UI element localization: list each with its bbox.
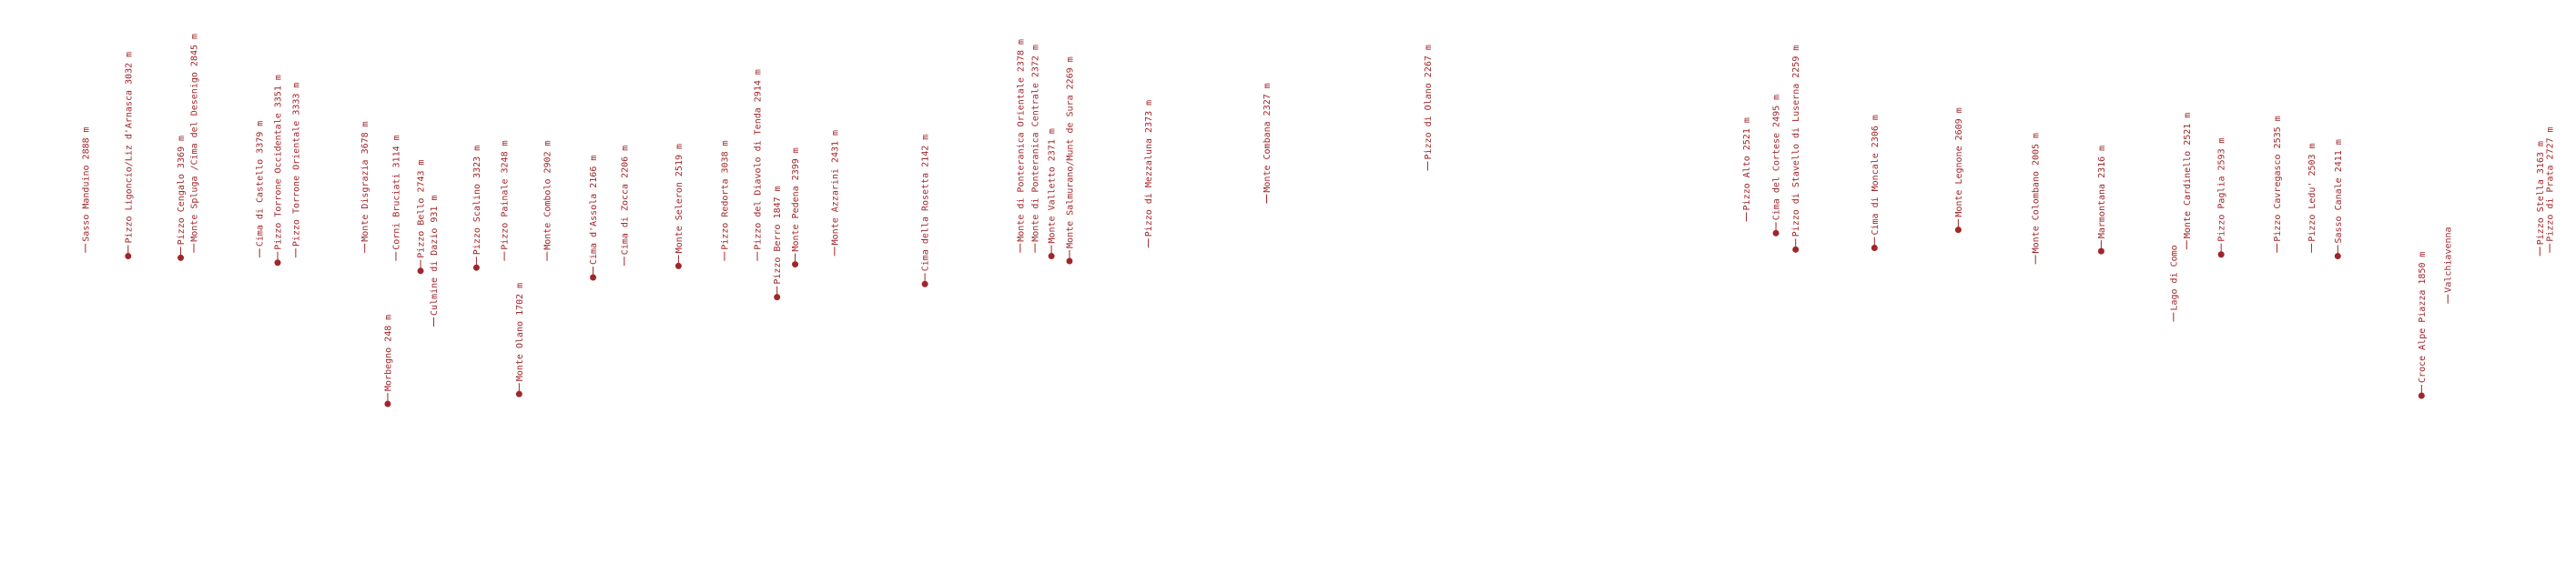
peak-marker bbox=[177, 254, 185, 261]
peak-label: Pizzo Stella 3163 m bbox=[2536, 141, 2546, 245]
peak-label: Cima del Cortese 2495 m bbox=[1772, 95, 1782, 220]
peak-marker bbox=[2217, 251, 2225, 258]
peak-label: Monte Salmurano/Munt de Sura 2269 m bbox=[1065, 56, 1075, 248]
peak-marker bbox=[1792, 246, 1800, 253]
peak-marker bbox=[1048, 253, 1055, 260]
peak-label: Pizzo di Prata 2727 m bbox=[2546, 126, 2556, 241]
peak-label: Cima d'Assola 2166 m bbox=[589, 156, 599, 265]
peak-label: Monte Olano 1702 m bbox=[515, 283, 525, 381]
peak-label: Pizzo di Stavello di Luserna 2259 m bbox=[1791, 45, 1801, 237]
peak-label: Sasso Canale 2411 m bbox=[2334, 139, 2344, 243]
peak-label: Monte di Ponteranica Orientale 2378 m bbox=[1016, 39, 1026, 242]
peak-marker bbox=[417, 267, 424, 275]
peak-label: Pizzo Berro 1847 m bbox=[773, 186, 783, 284]
peak-label: Pizzo Torrone Occidentale 3351 m bbox=[274, 75, 284, 250]
peak-label: Monte Combana 2327 m bbox=[1263, 83, 1273, 192]
peak-label: Sasso Manduino 2888 m bbox=[81, 126, 91, 241]
peak-label: Cima di Zocca 2206 m bbox=[620, 146, 630, 255]
peak-marker bbox=[1954, 227, 1962, 234]
peak-label: Pizzo Paglia 2593 m bbox=[2217, 137, 2227, 241]
peak-label: Cima di Moncale 2306 m bbox=[1871, 115, 1881, 235]
peak-label: Cima di Castello 3379 m bbox=[256, 121, 266, 247]
peak-marker bbox=[1871, 245, 1878, 252]
peak-label: Pizzo Torrone Orientale 3333 m bbox=[291, 83, 301, 247]
peak-label: Culmine di Dazio 931 m bbox=[430, 196, 440, 316]
peak-marker bbox=[792, 261, 799, 268]
peak-marker bbox=[2097, 247, 2104, 255]
peak-label: Corni Bruciati 3114 m bbox=[391, 135, 401, 249]
peak-label: Pizzo Cengalo 3369 m bbox=[177, 136, 187, 245]
peak-marker bbox=[921, 280, 928, 287]
peak-marker bbox=[774, 294, 781, 301]
peak-marker bbox=[274, 259, 281, 267]
peak-label: Monte Azzarini 2431 m bbox=[830, 130, 840, 245]
peak-label: Monte Colombano 2005 m bbox=[2032, 133, 2042, 253]
peak-label: Pizzo Redorta 3038 m bbox=[720, 140, 730, 249]
peak-label: Croce Alpe Piazza 1850 m bbox=[2418, 251, 2428, 383]
peak-marker bbox=[125, 253, 132, 260]
peak-label: Valchiavenna bbox=[2444, 227, 2454, 292]
peak-marker bbox=[674, 262, 682, 269]
peak-marker bbox=[1772, 229, 1780, 237]
peak-label: Monte di Ponteranica Centrale 2372 m bbox=[1031, 45, 1041, 242]
peak-label: Lago di Como bbox=[2169, 245, 2179, 310]
peak-label: Pizzo Bello 2743 m bbox=[417, 159, 427, 257]
peak-label: Monte Legnone 2609 m bbox=[1954, 107, 1964, 217]
peak-label: Pizzo del Diavolo di Tenda 2914 m bbox=[754, 69, 764, 250]
peak-label: Pizzo Cavregasco 2535 m bbox=[2273, 116, 2283, 241]
peak-label: Monte Cardinello 2521 m bbox=[2183, 113, 2193, 238]
peak-label: Pizzo Ledu' 2503 m bbox=[2307, 143, 2317, 241]
peak-label: Pizzo Ligoncio/Liz d'Arnasca 3032 m bbox=[124, 52, 134, 244]
peak-marker bbox=[384, 400, 391, 408]
peak-marker bbox=[2334, 253, 2341, 260]
peak-marker bbox=[590, 274, 597, 281]
peak-label: Morbegno 248 m bbox=[383, 315, 393, 391]
peak-label: Pizzo Scalino 3323 m bbox=[472, 146, 482, 255]
peak-label: Monte Disgrazia 3678 m bbox=[360, 121, 370, 241]
peak-label: Pizzo Painale 3248 m bbox=[501, 140, 511, 249]
peak-label: Monte Pedena 2399 m bbox=[791, 147, 801, 251]
peak-label: Pizzo di Mezzaluna 2373 m bbox=[1144, 100, 1154, 237]
peak-marker bbox=[515, 390, 522, 398]
peak-label: Monte Spluga /Cima del Desenigo 2845 m bbox=[189, 34, 199, 242]
peak-label: Monte Combolo 2902 m bbox=[543, 140, 553, 249]
peak-label: Monte Seleron 2519 m bbox=[674, 144, 685, 253]
peak-marker bbox=[2418, 392, 2425, 399]
peak-label: Monte Valletto 2371 m bbox=[1048, 128, 1058, 243]
peak-label: Pizzo Alto 2521 m bbox=[1742, 117, 1752, 210]
peak-marker bbox=[1066, 257, 1073, 265]
peak-label: Cima della Rosetta 2142 m bbox=[921, 135, 931, 272]
peak-label: Marmontana 2316 m bbox=[2097, 146, 2107, 238]
peak-marker bbox=[472, 264, 480, 271]
peak-label: Pizzo di Olano 2267 m bbox=[1424, 45, 1434, 159]
